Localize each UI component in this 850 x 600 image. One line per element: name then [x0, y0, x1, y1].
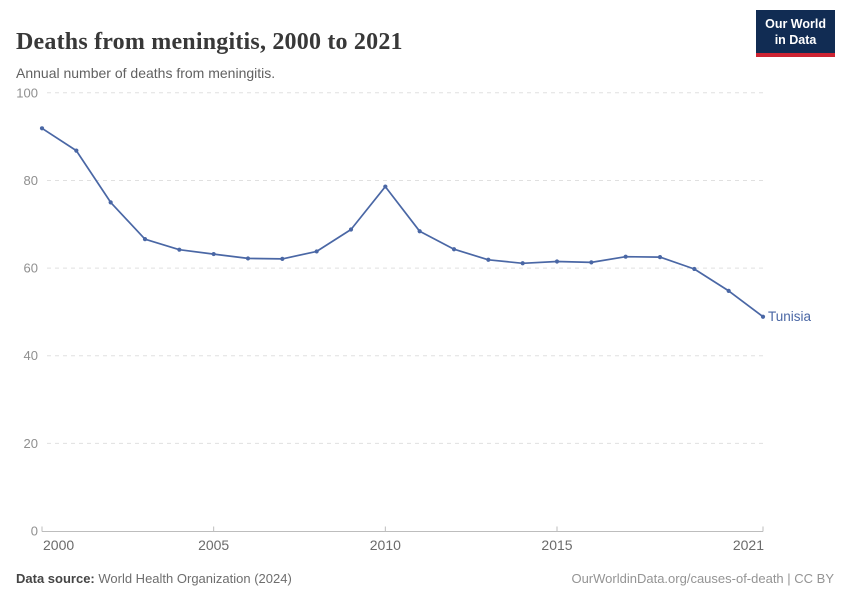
data-point-2003 — [142, 237, 148, 242]
y-tick-label-0: 0 — [31, 524, 38, 539]
y-tick-label-60: 60 — [24, 261, 38, 276]
data-point-2019 — [692, 266, 697, 272]
x-tick-label-2015: 2015 — [541, 537, 572, 553]
y-tick-label-20: 20 — [24, 436, 38, 451]
data-point-2018 — [657, 255, 663, 260]
y-tick-label-100: 100 — [16, 85, 38, 100]
data-point-2017 — [623, 254, 628, 259]
data-source-value: World Health Organization (2024) — [94, 571, 292, 586]
data-point-2011 — [417, 229, 422, 234]
data-point-2008 — [314, 249, 319, 254]
data-point-2020 — [726, 288, 731, 293]
data-point-2004 — [177, 247, 182, 252]
x-tick-label-2005: 2005 — [198, 537, 229, 553]
y-tick-label-40: 40 — [24, 348, 38, 363]
x-tick-label-2000: 2000 — [43, 537, 74, 553]
data-source-note: Data source: World Health Organization (… — [16, 571, 292, 586]
data-point-2014 — [520, 261, 525, 266]
owid-logo-line1: Our World — [765, 17, 826, 31]
data-point-2009 — [348, 227, 354, 232]
chart-title: Deaths from meningitis, 2000 to 2021 — [16, 29, 403, 56]
data-point-2002 — [108, 200, 113, 205]
y-tick-label-80: 80 — [24, 173, 38, 188]
data-point-2010 — [383, 184, 388, 189]
x-tick-label-2010: 2010 — [370, 537, 401, 553]
data-source-label: Data source: — [16, 571, 95, 586]
data-point-2001 — [74, 148, 79, 153]
data-point-2012 — [451, 247, 457, 252]
data-point-2016 — [589, 260, 594, 265]
chart-subtitle: Annual number of deaths from meningitis. — [16, 65, 276, 81]
chart-footer: Data source: World Health Organization (… — [16, 571, 834, 586]
data-point-2006 — [245, 256, 251, 261]
credit-link[interactable]: OurWorldinData.org/causes-of-death | CC … — [571, 571, 834, 586]
data-point-2000 — [39, 126, 45, 131]
entity-label-tunisia: Tunisia — [768, 309, 812, 324]
owid-logo-line2: in Data — [774, 32, 817, 47]
data-point-2013 — [486, 257, 491, 262]
data-point-2021 — [760, 314, 766, 319]
data-point-2005 — [211, 251, 216, 257]
series-line-tunisia — [41, 127, 764, 318]
x-tick-label-2021: 2021 — [733, 537, 764, 553]
data-point-2007 — [280, 256, 285, 261]
data-point-2015 — [554, 259, 560, 264]
owid-logo[interactable]: Our World in Data — [756, 10, 835, 58]
